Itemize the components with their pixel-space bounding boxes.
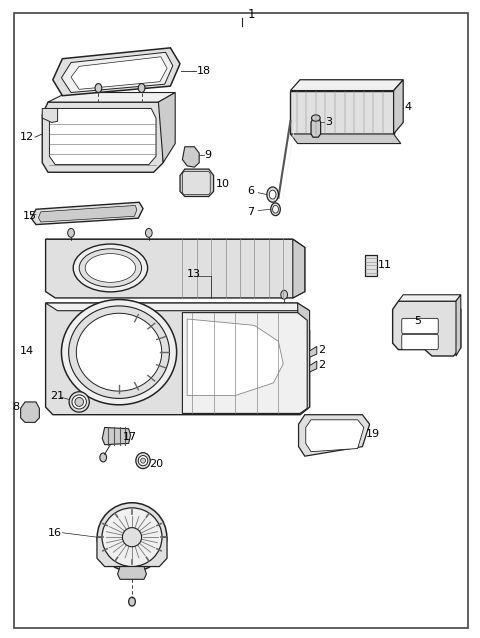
Polygon shape [97, 537, 167, 567]
Polygon shape [310, 361, 317, 372]
Ellipse shape [136, 453, 150, 468]
Polygon shape [46, 303, 310, 415]
Text: 10: 10 [216, 179, 230, 189]
Polygon shape [293, 239, 305, 298]
Ellipse shape [85, 254, 136, 283]
Ellipse shape [69, 306, 169, 398]
Ellipse shape [61, 299, 177, 405]
Text: 1: 1 [247, 8, 255, 21]
Ellipse shape [76, 313, 162, 391]
Polygon shape [306, 420, 364, 452]
Text: 13: 13 [187, 269, 201, 279]
Polygon shape [394, 80, 403, 134]
Polygon shape [46, 303, 310, 311]
Circle shape [271, 203, 280, 216]
Polygon shape [290, 80, 403, 91]
Ellipse shape [102, 508, 162, 567]
Circle shape [273, 205, 278, 213]
Polygon shape [398, 295, 461, 301]
Ellipse shape [141, 458, 145, 463]
Text: 7: 7 [247, 207, 254, 217]
Polygon shape [118, 567, 146, 579]
Text: 14: 14 [20, 346, 34, 356]
Text: 2: 2 [318, 345, 325, 355]
Polygon shape [158, 93, 175, 163]
Ellipse shape [79, 249, 142, 287]
Polygon shape [53, 48, 180, 96]
Ellipse shape [75, 397, 84, 406]
Polygon shape [46, 239, 305, 248]
Polygon shape [182, 313, 307, 413]
Circle shape [138, 84, 145, 93]
Text: 15: 15 [23, 211, 36, 221]
Circle shape [281, 290, 288, 299]
Ellipse shape [72, 395, 86, 409]
Ellipse shape [73, 244, 148, 292]
Circle shape [95, 84, 102, 93]
Polygon shape [299, 415, 370, 456]
Circle shape [145, 228, 152, 237]
Polygon shape [42, 102, 163, 172]
Text: 16: 16 [48, 528, 62, 538]
Text: 4: 4 [404, 101, 411, 112]
Text: 2: 2 [318, 360, 325, 370]
Polygon shape [102, 427, 131, 445]
Polygon shape [290, 134, 401, 144]
Circle shape [269, 190, 276, 199]
Text: 12: 12 [20, 132, 34, 142]
Polygon shape [38, 205, 137, 222]
Polygon shape [48, 93, 175, 102]
Polygon shape [456, 295, 461, 356]
Polygon shape [49, 108, 156, 165]
Circle shape [68, 228, 74, 237]
FancyBboxPatch shape [402, 318, 438, 334]
Ellipse shape [312, 115, 320, 121]
Ellipse shape [122, 528, 142, 547]
Polygon shape [182, 147, 199, 167]
Text: 3: 3 [325, 117, 333, 128]
FancyBboxPatch shape [402, 334, 438, 350]
Polygon shape [290, 91, 394, 134]
Ellipse shape [138, 456, 148, 466]
Polygon shape [311, 118, 321, 137]
Polygon shape [71, 57, 167, 89]
Text: 6: 6 [247, 186, 254, 197]
FancyBboxPatch shape [182, 172, 210, 195]
Polygon shape [31, 202, 143, 225]
Circle shape [129, 597, 135, 606]
Polygon shape [187, 319, 283, 396]
Text: 17: 17 [123, 432, 137, 442]
Text: 11: 11 [378, 260, 392, 271]
Text: 9: 9 [204, 150, 211, 160]
Text: 19: 19 [366, 429, 380, 439]
Circle shape [267, 187, 278, 202]
Text: 5: 5 [414, 316, 421, 326]
Polygon shape [393, 301, 461, 356]
FancyBboxPatch shape [14, 13, 468, 628]
Text: 21: 21 [50, 390, 64, 401]
Polygon shape [310, 346, 317, 357]
Ellipse shape [69, 392, 89, 412]
Polygon shape [365, 255, 377, 276]
Polygon shape [42, 108, 58, 122]
Polygon shape [21, 402, 39, 422]
Polygon shape [46, 239, 305, 298]
Text: 18: 18 [197, 66, 211, 76]
Ellipse shape [97, 503, 167, 572]
Text: 8: 8 [12, 402, 19, 412]
Circle shape [100, 453, 107, 462]
Polygon shape [180, 169, 214, 197]
Text: 20: 20 [149, 459, 163, 470]
Polygon shape [61, 52, 173, 93]
Polygon shape [298, 303, 310, 415]
